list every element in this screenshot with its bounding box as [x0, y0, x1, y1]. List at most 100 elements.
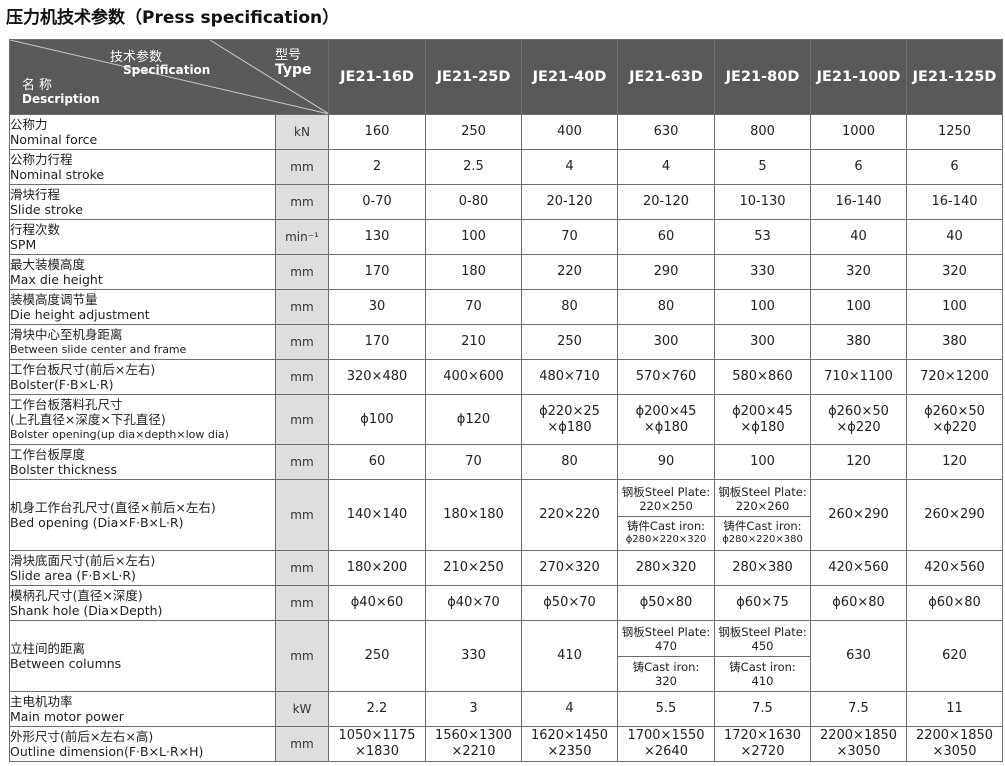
cast-iron-label: 铸Cast iron:: [632, 660, 700, 674]
table-row: 机身工作台孔尺寸(直径×前后×左右) Bed opening (Dia×F·B×L…: [9, 479, 1003, 551]
unit-cell: mm: [275, 585, 329, 621]
value-cell: 120: [810, 444, 907, 480]
value-cell: 260×290: [906, 479, 1003, 551]
value-cell: ϕ40×60: [328, 585, 426, 621]
param-en: Bolster(F·B×L·R): [10, 377, 114, 392]
value-line-2: ×2350: [547, 744, 592, 759]
param-name-cell: 工作台板尺寸(前后×左右) Bolster(F·B×L·R): [9, 359, 276, 395]
value-cell: 70: [425, 289, 522, 325]
param-name-cell: 主电机功率 Main motor power: [9, 691, 276, 727]
value-cell: ϕ200×45 ×ϕ180: [714, 394, 811, 445]
value-cell: ϕ100: [328, 394, 426, 445]
steel-plate-label: 钢板Steel Plate:: [718, 485, 807, 499]
value-line-2: ×2720: [740, 744, 785, 759]
param-cn: 主电机功率: [10, 694, 73, 709]
unit-cell: mm: [275, 444, 329, 480]
value-cell: 30: [328, 289, 426, 325]
value-cell: 380: [810, 324, 907, 360]
value-line: 2200×1850: [819, 728, 898, 743]
table-row: 工作台板厚度 Bolster thickness mm 60 70 80 90 1…: [9, 444, 1003, 480]
param-en: Die height adjustment: [10, 307, 150, 322]
value-cell: 80: [521, 289, 618, 325]
header-type-en: Type: [275, 62, 312, 78]
cast-iron-dim: 320: [655, 674, 677, 688]
value-cell: 290: [617, 254, 715, 290]
page-title: 压力机技术参数（Press specification）: [6, 8, 340, 28]
param-cn: 模柄孔尺寸(直径×深度): [10, 588, 143, 603]
cast-iron-dim: ϕ280×220×320: [625, 534, 707, 545]
value-cell: ϕ260×50 ×ϕ220: [810, 394, 907, 445]
value-line-2: ×1830: [355, 744, 399, 759]
param-en: Outline dimension(F·B×L·R×H): [10, 744, 204, 759]
model-header: JE21-40D: [521, 39, 618, 115]
value-cell: 250: [521, 324, 618, 360]
table-row: 滑块中心至机身距离 Between slide center and frame …: [9, 324, 1003, 360]
value-cell: 630: [617, 114, 715, 150]
unit-cell: mm: [275, 254, 329, 290]
unit-cell: mm: [275, 550, 329, 586]
unit-cell: mm: [275, 620, 329, 692]
value-cell: 620: [906, 620, 1003, 692]
value-cell: 1620×1450 ×2350: [521, 726, 618, 762]
steel-plate-value: 钢板Steel Plate: 450: [715, 622, 810, 657]
param-cn: 公称力行程: [10, 152, 73, 167]
table-row: 工作台板尺寸(前后×左右) Bolster(F·B×L·R) mm 320×480…: [9, 359, 1003, 395]
value-cell: ϕ50×70: [521, 585, 618, 621]
value-cell: 1700×1550 ×2640: [617, 726, 715, 762]
value-cell: 70: [521, 219, 618, 255]
value-cell: 220×220: [521, 479, 618, 551]
value-cell: ϕ260×50 ×ϕ220: [906, 394, 1003, 445]
table-row: 滑块行程 Slide stroke mm 0-70 0-80 20-120 20-…: [9, 184, 1003, 220]
value-line: ϕ200×45: [732, 403, 793, 419]
value-cell: 0-80: [425, 184, 522, 220]
value-cell: ϕ60×75: [714, 585, 811, 621]
value-cell: ϕ120: [425, 394, 522, 445]
value-cell: ϕ220×25 ×ϕ180: [521, 394, 618, 445]
split-value-cell: 钢板Steel Plate: 470 铸Cast iron: 320: [617, 620, 715, 692]
value-cell: 120: [906, 444, 1003, 480]
cast-iron-label: 铸件Cast iron:: [626, 519, 706, 533]
param-name-cell: 立柱间的距离 Between columns: [9, 620, 276, 692]
value-cell: 250: [425, 114, 522, 150]
value-cell: 330: [425, 620, 522, 692]
steel-plate-value: 钢板Steel Plate: 470: [618, 622, 714, 657]
value-cell: 100: [810, 289, 907, 325]
value-cell: 400: [521, 114, 618, 150]
value-cell: 2200×1850 ×3050: [810, 726, 907, 762]
table-row: 主电机功率 Main motor power kW 2.2 3 4 5.5 7.5…: [9, 691, 1003, 727]
param-cn: 工作台板尺寸(前后×左右): [10, 362, 156, 377]
value-cell: 40: [906, 219, 1003, 255]
value-line-2: ×ϕ220: [932, 419, 977, 435]
steel-plate-value: 钢板Steel Plate: 220×250: [618, 482, 714, 517]
value-cell: 480×710: [521, 359, 618, 395]
steel-plate-dim: 220×260: [735, 499, 790, 513]
param-name-cell: 滑块底面尺寸(前后×左右) Slide area (F·B×L·R): [9, 550, 276, 586]
value-cell: 20-120: [521, 184, 618, 220]
value-cell: 210×250: [425, 550, 522, 586]
value-cell: 20-120: [617, 184, 715, 220]
cast-iron-value: 铸件Cast iron: ϕ280×220×380: [715, 517, 810, 548]
param-en: Max die height: [10, 272, 103, 287]
value-line-2: ×2640: [644, 744, 688, 759]
value-cell: 6: [810, 149, 907, 185]
table-row: 公称力 Nominal force kN 160 250 400 630 800 …: [9, 114, 1003, 150]
param-cn-line2: (上孔直径×深度×下孔直径): [10, 412, 166, 427]
param-en: Nominal stroke: [10, 167, 105, 182]
value-cell: ϕ200×45 ×ϕ180: [617, 394, 715, 445]
value-cell: 580×860: [714, 359, 811, 395]
value-cell: 2.2: [328, 691, 426, 727]
value-cell: 180×200: [328, 550, 426, 586]
param-name-cell: 机身工作台孔尺寸(直径×前后×左右) Bed opening (Dia×F·B×L…: [9, 479, 276, 551]
steel-plate-label: 钢板Steel Plate:: [621, 625, 711, 639]
param-en: SPM: [10, 237, 37, 252]
param-en: Between columns: [10, 656, 122, 671]
split-value-cell: 钢板Steel Plate: 220×250 铸件Cast iron: ϕ280×2…: [617, 479, 715, 551]
param-name-cell: 公称力 Nominal force: [9, 114, 276, 150]
value-cell: 6: [906, 149, 1003, 185]
value-cell: 60: [617, 219, 715, 255]
table-row: 立柱间的距离 Between columns mm 250 330 410 钢板S…: [9, 620, 1003, 692]
header-desc-cn: 名称: [22, 78, 57, 93]
table-row: 模柄孔尺寸(直径×深度) Shank hole (Dia×Depth) mm ϕ4…: [9, 585, 1003, 621]
cast-iron-value: 铸件Cast iron: ϕ280×220×320: [618, 517, 714, 548]
param-cn: 公称力: [10, 117, 48, 132]
